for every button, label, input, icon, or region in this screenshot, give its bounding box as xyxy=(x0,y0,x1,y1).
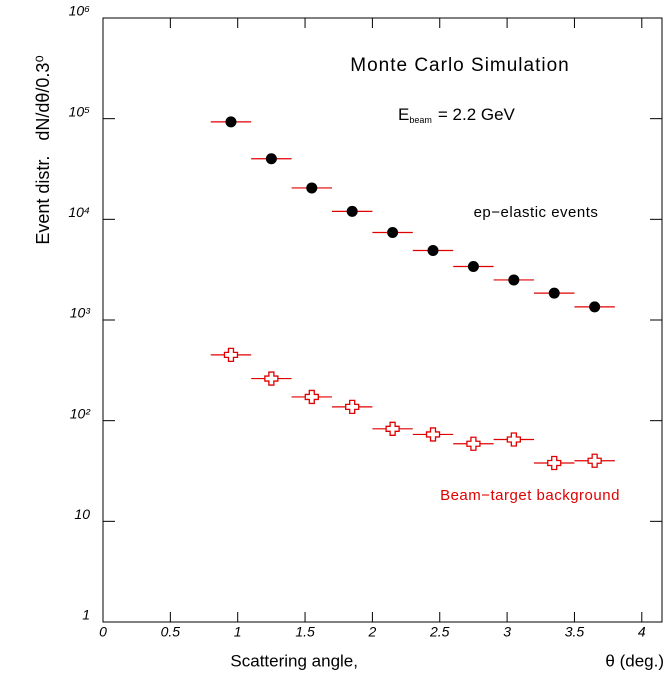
x-tick-label: 3 xyxy=(503,624,511,640)
data-point xyxy=(345,399,360,415)
data-point xyxy=(346,205,358,217)
data-point xyxy=(508,274,520,286)
data-point xyxy=(589,301,601,313)
x-tick-label: 0.5 xyxy=(161,624,181,640)
y-tick-label: 10⁴ xyxy=(68,204,90,220)
x-tick-label: 1.5 xyxy=(295,624,315,640)
data-point xyxy=(425,427,441,442)
data-point xyxy=(223,347,239,363)
y-tick-label: 1 xyxy=(82,607,90,623)
data-point xyxy=(225,116,237,128)
data-point xyxy=(306,182,318,194)
x-tick-label: 1 xyxy=(234,624,242,640)
data-point xyxy=(506,432,521,447)
data-point xyxy=(304,389,319,405)
data-point xyxy=(466,436,481,451)
series-label: ep−elastic events xyxy=(474,204,599,221)
y-tick-label: 10 xyxy=(74,506,90,522)
y-axis-label: Event distr. dN/dθ/0.3⁰ xyxy=(33,55,53,244)
y-tick-label: 10⁶ xyxy=(69,3,91,19)
x-tick-label: 3.5 xyxy=(565,624,585,640)
data-point xyxy=(264,371,279,386)
data-point xyxy=(548,287,560,299)
chart-title: Monte Carlo Simulation xyxy=(350,55,569,76)
x-tick-label: 2 xyxy=(367,624,376,640)
y-tick-label: 10⁵ xyxy=(69,103,91,119)
data-point xyxy=(467,260,479,272)
data-point xyxy=(547,455,562,471)
data-point xyxy=(265,153,277,165)
plot-frame xyxy=(102,17,663,623)
data-point xyxy=(387,226,399,238)
x-tick-label: 4 xyxy=(638,624,646,640)
annotation-text: = 2.2 GeV xyxy=(438,105,516,124)
x-axis-label: Scattering angle, xyxy=(230,651,358,670)
data-point xyxy=(587,453,602,468)
y-tick-label: 10² xyxy=(70,405,92,421)
data-point xyxy=(427,245,439,257)
data-point xyxy=(385,421,400,436)
annotation-symbol: E xyxy=(398,105,409,124)
y-tick-label: 10³ xyxy=(70,305,91,321)
x-tick-label: 2.5 xyxy=(429,624,450,640)
x-axis-unit: θ (deg.) xyxy=(605,651,664,670)
annotation: Ebeam = 2.2 GeV xyxy=(398,105,516,125)
annotation-subscript: beam xyxy=(409,115,432,125)
x-tick-label: 0 xyxy=(99,624,107,640)
series-label: Beam−target background xyxy=(440,487,620,504)
